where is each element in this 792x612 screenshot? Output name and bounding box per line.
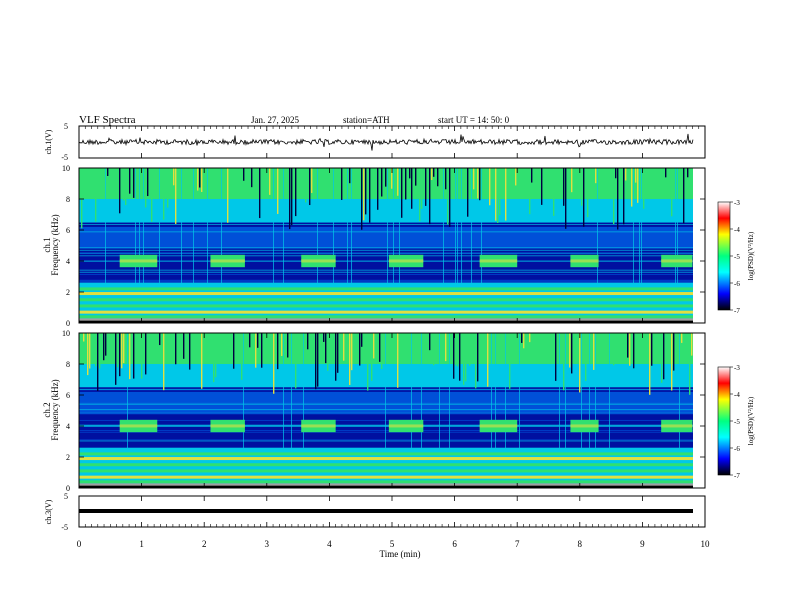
colorbar-tick-label: -4 [734, 226, 740, 234]
ch2-spectrogram-image [79, 333, 693, 488]
ch1-spectrogram-image [79, 168, 693, 323]
frequency-tick-label: 6 [66, 391, 70, 400]
ch1-waveform-line [78, 133, 694, 151]
ch1-ylabel: ch.1(V) [44, 129, 53, 154]
frequency-tick-label: 8 [66, 360, 70, 369]
ch3-ylabel: ch.3(V) [44, 499, 53, 524]
time-tick-label: 8 [578, 539, 583, 549]
frequency-tick-label: 0 [66, 484, 70, 493]
date-label: Jan. 27, 2025 [251, 115, 299, 125]
colorbar-tick-label: -5 [734, 253, 740, 261]
ch1-waveform-panel: 5 -5 ch.1(V) [44, 122, 706, 162]
colorbar-tick-label: -3 [734, 364, 740, 372]
frequency-tick-label: 10 [62, 164, 70, 173]
time-tick-label: 5 [390, 539, 395, 549]
ch1-colorbar-gradient [717, 201, 731, 311]
ch1-colorbar-label: log(PSD)(V²/Hz) [747, 231, 755, 280]
ch3-ytick-bottom: -5 [61, 523, 68, 532]
time-tick-label: 6 [452, 539, 457, 549]
ch3-waveform-panel: 5 -5 ch.3(V) [44, 492, 706, 532]
ch1-yticks: 0 2 4 6 8 10 [62, 164, 705, 328]
ch2-spectrogram-panel: ch.2 Frequency (kHz) 0 2 4 6 8 10 [42, 329, 706, 493]
colorbar-tick-label: -4 [734, 391, 740, 399]
ch1-colorbar: -3 -4 -5 -6 -7 log(PSD)(V²/Hz) [717, 199, 755, 315]
ch2-colorbar-ticks: -3 -4 -5 -6 -7 [730, 364, 740, 480]
station-label: station=ATH [343, 115, 390, 125]
ch1-ylabel-channel: ch.1 [42, 237, 52, 252]
time-tick-label: 7 [515, 539, 520, 549]
time-tick-label: 3 [265, 539, 270, 549]
ch2-colorbar-label: log(PSD)(V²/Hz) [747, 396, 755, 445]
ch3-ytick-top: 5 [64, 492, 68, 501]
time-tick-label: 0 [77, 539, 82, 549]
start-time-label: start UT = 14: 50: 0 [438, 115, 510, 125]
time-axis: 0 1 2 3 4 5 6 7 8 9 10 [77, 126, 710, 549]
ch3-waveform-line [79, 509, 693, 513]
time-tick-label: 1 [139, 539, 144, 549]
frequency-tick-label: 6 [66, 226, 70, 235]
colorbar-tick-label: -7 [734, 472, 740, 480]
frequency-tick-label: 10 [62, 329, 70, 338]
frequency-tick-label: 4 [66, 422, 70, 431]
time-tick-label: 4 [327, 539, 332, 549]
colorbar-tick-label: -6 [734, 280, 740, 288]
time-tick-label: 9 [640, 539, 645, 549]
colorbar-tick-label: -5 [734, 418, 740, 426]
frequency-tick-label: 2 [66, 453, 70, 462]
frequency-tick-label: 8 [66, 195, 70, 204]
colorbar-tick-label: -7 [734, 307, 740, 315]
ch1-colorbar-ticks: -3 -4 -5 -6 -7 [730, 199, 740, 315]
ch1-ytick-top: 5 [64, 122, 68, 131]
ch2-ylabel-frequency: Frequency (kHz) [50, 379, 60, 440]
ch2-ylabel-channel: ch.2 [42, 402, 52, 417]
colorbar-tick-label: -3 [734, 199, 740, 207]
time-tick-label: 10 [701, 539, 711, 549]
frequency-tick-label: 0 [66, 319, 70, 328]
ch1-ytick-bottom: -5 [61, 153, 68, 162]
colorbar-tick-label: -6 [734, 445, 740, 453]
figure-title: VLF Spectra [79, 114, 136, 126]
ch2-yticks: 0 2 4 6 8 10 [62, 329, 705, 493]
frequency-tick-label: 4 [66, 257, 70, 266]
x-axis-label: Time (min) [380, 549, 421, 559]
ch1-ylabel-frequency: Frequency (kHz) [50, 214, 60, 275]
time-tick-label: 2 [202, 539, 207, 549]
ch2-colorbar-gradient [717, 366, 731, 476]
ch2-colorbar: -3 -4 -5 -6 -7 log(PSD)(V²/Hz) [717, 364, 755, 480]
ch1-spectrogram-panel: ch.1 Frequency (kHz) 0 2 4 6 8 10 [42, 164, 706, 328]
frequency-tick-label: 2 [66, 288, 70, 297]
